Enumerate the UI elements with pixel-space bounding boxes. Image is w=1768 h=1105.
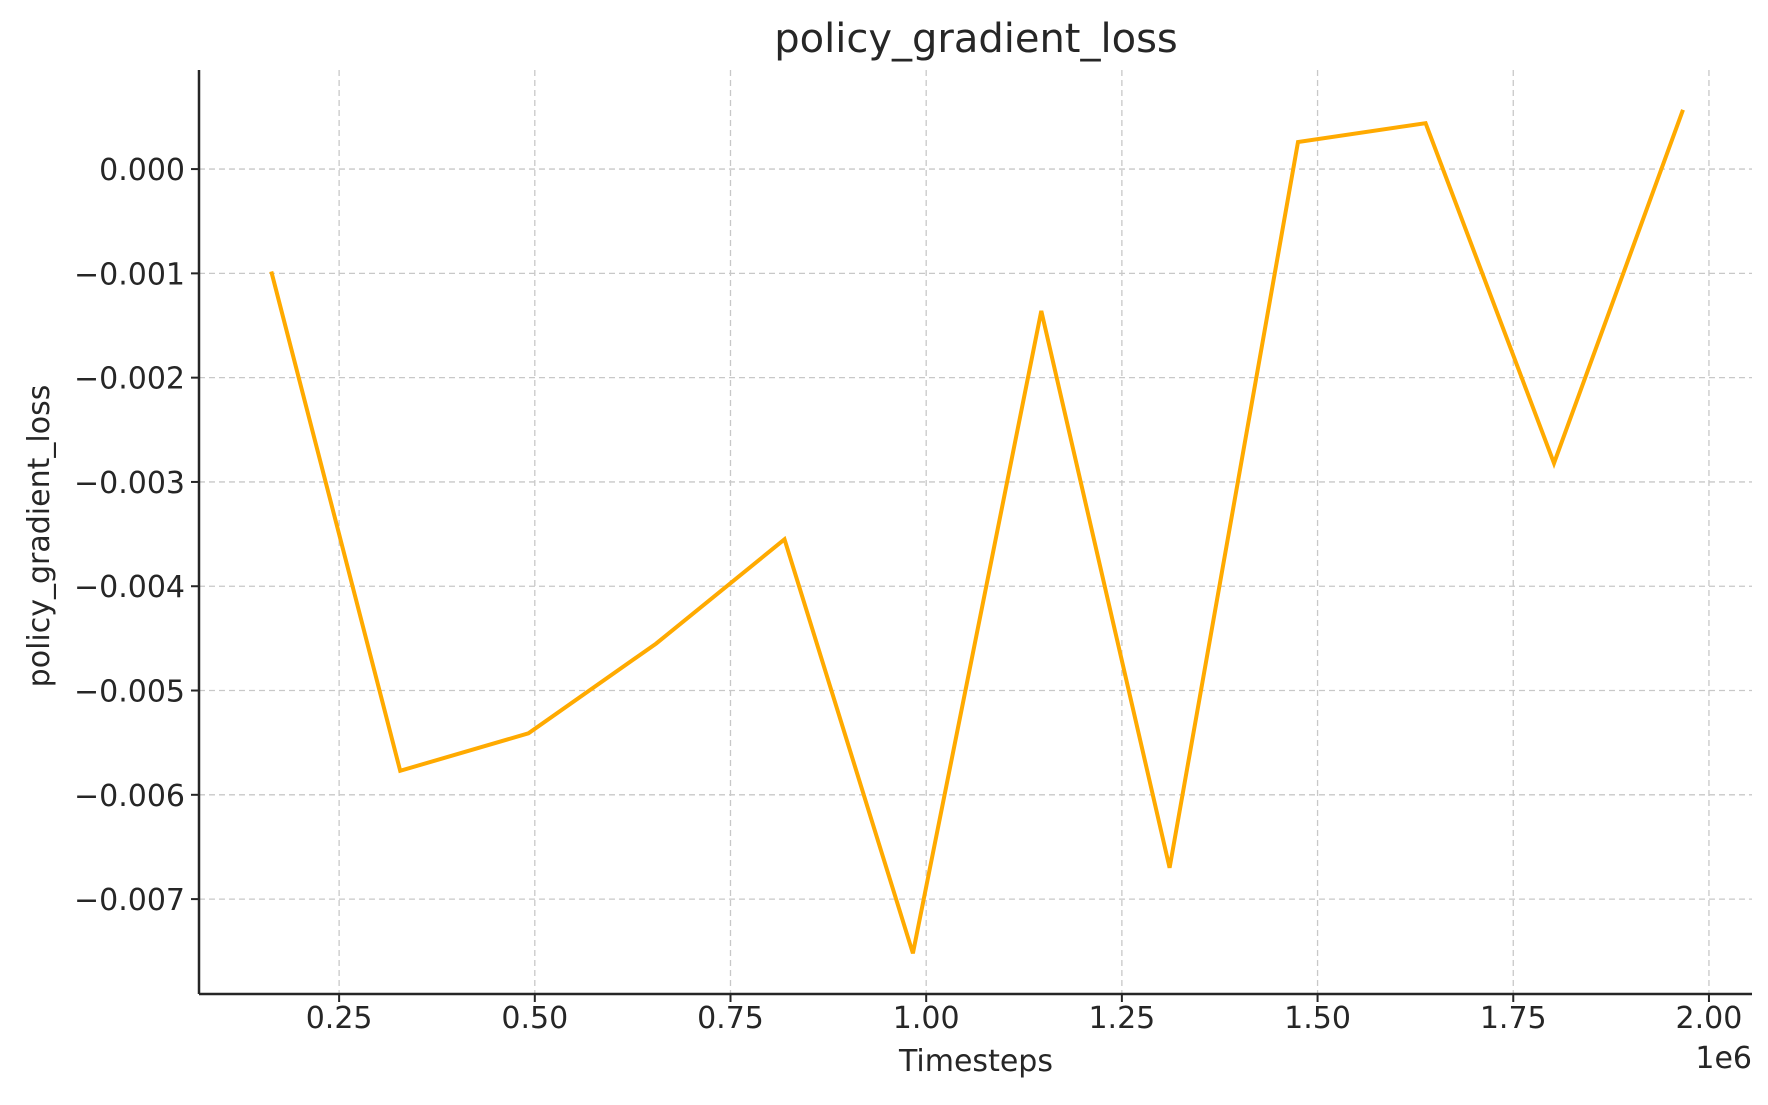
chart-title: policy_gradient_loss [774, 16, 1178, 62]
x-tick-label: 2.00 [1676, 1001, 1743, 1036]
y-tick-label: 0.000 [99, 153, 185, 188]
y-tick-label: −0.001 [74, 257, 185, 292]
x-tick-label: 1.50 [1284, 1001, 1351, 1036]
x-tick-label: 0.50 [501, 1001, 568, 1036]
series [272, 112, 1683, 954]
y-axis-label: policy_gradient_loss [22, 385, 57, 688]
x-tick-label: 1.25 [1088, 1001, 1155, 1036]
x-axis-offset-label: 1e6 [1695, 1041, 1752, 1076]
ticks: 0.25 0.50 0.75 1.00 1.25 1.50 1.75 2.00 0.000 −0.… [74, 153, 1742, 1036]
series-line [272, 112, 1683, 954]
y-tick-label: −0.005 [74, 675, 185, 710]
x-tick-label: 1.75 [1480, 1001, 1547, 1036]
y-tick-label: −0.007 [74, 883, 185, 918]
grid [199, 70, 1752, 994]
x-tick-label: 1.00 [893, 1001, 960, 1036]
y-tick-label: −0.003 [74, 466, 185, 501]
y-tick-label: −0.006 [74, 779, 185, 814]
x-axis-label: Timesteps [898, 1044, 1053, 1079]
y-tick-label: −0.002 [74, 362, 185, 397]
x-tick-label: 0.75 [697, 1001, 764, 1036]
x-tick-label: 0.25 [306, 1001, 373, 1036]
y-tick-label: −0.004 [74, 570, 185, 605]
axes [199, 70, 1752, 994]
